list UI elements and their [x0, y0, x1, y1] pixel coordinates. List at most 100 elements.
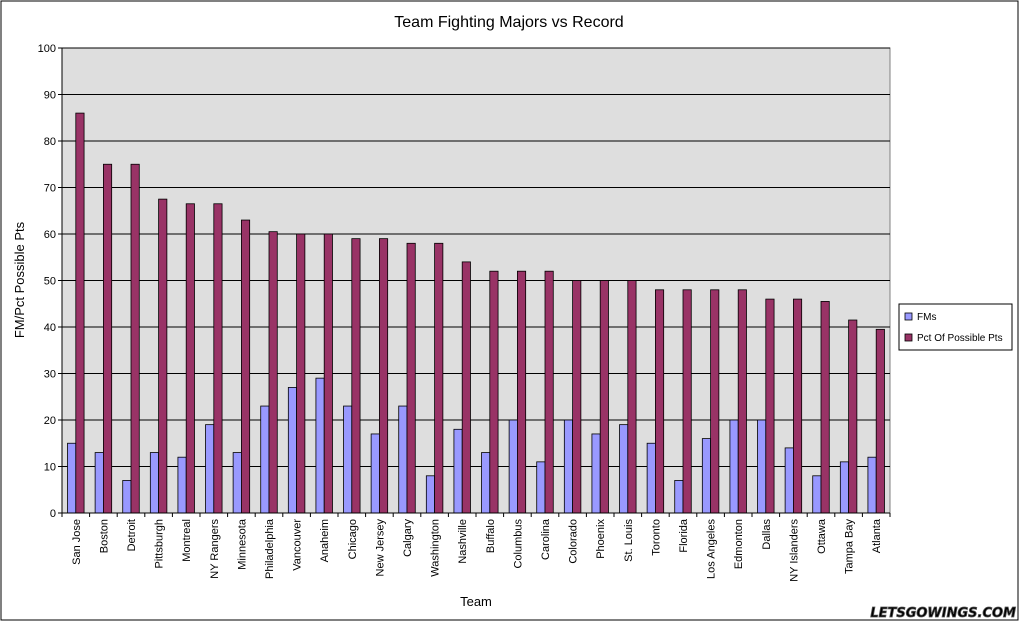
x-tick-label: St. Louis	[623, 519, 635, 562]
x-tick-label: Ottawa	[816, 518, 828, 554]
bar-fms	[370, 433, 380, 514]
bar-pct-possible-pts	[599, 280, 609, 514]
bar-pct-possible-pts	[103, 163, 113, 514]
bar-fms	[67, 442, 77, 514]
watermark-logo: LETSGOWINGS.COM	[870, 606, 1016, 621]
bar-pct-possible-pts	[185, 203, 195, 514]
bar-pct-possible-pts	[517, 270, 527, 514]
bar-fms	[674, 480, 684, 514]
x-axis-ticks: San Jose Boston Detroit Pittsburgh Montreal N…	[61, 513, 891, 582]
bar-fms	[481, 452, 491, 514]
bar-fms	[729, 419, 739, 514]
gridlines	[62, 47, 890, 467]
x-tick-label: Anaheim	[319, 519, 331, 562]
bar-fms	[425, 475, 436, 514]
bar-pct-possible-pts	[268, 231, 278, 514]
x-tick-label: Columbus	[512, 519, 524, 569]
y-tick-label: 80	[44, 136, 56, 148]
x-tick-label: Florida	[678, 518, 690, 553]
x-tick-label: Pittsburgh	[154, 519, 166, 569]
bar-pct-possible-pts	[655, 289, 665, 514]
bars	[67, 112, 885, 514]
x-tick-label: Philadelphia	[264, 518, 276, 579]
bar-fms	[839, 461, 850, 514]
bar-pct-possible-pts	[296, 233, 306, 514]
x-tick-label: New Jersey	[374, 519, 386, 577]
bar-fms	[315, 377, 325, 514]
bar-pct-possible-pts	[544, 270, 554, 514]
bar-pct-possible-pts	[213, 203, 223, 514]
bar-pct-possible-pts	[434, 242, 444, 514]
x-tick-label: Toronto	[650, 519, 662, 556]
bar-pct-possible-pts	[406, 242, 416, 514]
y-axis-ticks: 0 10 20 30 40 50 60 70 80 90 100	[38, 43, 62, 520]
bar-pct-possible-pts	[793, 298, 803, 514]
bar-pct-possible-pts	[158, 198, 168, 514]
y-tick-label: 60	[44, 229, 56, 241]
x-tick-label: Vancouver	[292, 519, 304, 571]
bar-fms	[508, 419, 518, 514]
y-tick-label: 70	[44, 183, 56, 195]
bar-pct-possible-pts	[820, 301, 830, 514]
bar-fms	[812, 475, 822, 514]
legend: FMs Pct Of Possible Pts	[898, 303, 1013, 351]
y-tick-label: 20	[44, 415, 56, 427]
x-tick-label: Detroit	[126, 519, 138, 551]
bar-fms	[260, 405, 270, 514]
x-tick-label: Chicago	[347, 519, 359, 559]
bar-pct-possible-pts	[489, 270, 499, 514]
y-tick-label: 10	[44, 462, 56, 474]
bar-fms	[646, 442, 656, 514]
bar-fms	[536, 461, 546, 514]
x-tick-label: Carolina	[540, 518, 552, 560]
bar-fms	[563, 419, 574, 514]
bar-pct-possible-pts	[875, 328, 885, 514]
x-tick-label: Boston	[98, 519, 110, 553]
bar-fms	[205, 424, 215, 514]
chart-title: Team Fighting Majors vs Record	[394, 14, 623, 31]
bar-pct-possible-pts	[323, 233, 333, 514]
x-tick-label: Tampa Bay	[844, 519, 856, 575]
bar-pct-possible-pts	[130, 163, 140, 514]
x-tick-label: Colorado	[568, 519, 580, 564]
x-tick-label: Phoenix	[595, 519, 607, 559]
bar-fms	[232, 452, 242, 514]
bar-fms	[701, 438, 712, 514]
x-tick-label: Montreal	[181, 519, 193, 562]
x-tick-label: NY Islanders	[788, 519, 800, 582]
y-tick-label: 50	[44, 276, 56, 288]
y-tick-label: 90	[44, 90, 56, 102]
x-tick-label: Minnesota	[236, 518, 248, 570]
x-tick-label: Buffalo	[485, 519, 497, 553]
bar-fms	[619, 424, 629, 514]
bar-fms	[867, 456, 877, 514]
y-tick-label: 30	[44, 369, 56, 381]
y-tick-label: 0	[50, 508, 56, 520]
bar-pct-possible-pts	[240, 219, 251, 514]
bar-pct-possible-pts	[75, 112, 85, 514]
x-tick-label: Atlanta	[871, 518, 883, 553]
legend-swatch-fms	[904, 312, 913, 321]
x-tick-label: NY Rangers	[209, 519, 221, 579]
bar-pct-possible-pts	[765, 298, 775, 514]
x-tick-label: Calgary	[402, 519, 414, 557]
bar-fms	[122, 480, 132, 514]
bar-pct-possible-pts	[378, 238, 389, 514]
bar-pct-possible-pts	[627, 280, 637, 514]
bar-pct-possible-pts	[461, 261, 471, 514]
bar-pct-possible-pts	[737, 289, 747, 514]
y-tick-label: 100	[38, 43, 56, 55]
bar-fms	[177, 456, 187, 514]
bar-fms	[343, 405, 353, 514]
bar-pct-possible-pts	[351, 238, 361, 514]
bar-fms	[149, 452, 160, 514]
x-tick-label: Nashville	[457, 519, 469, 564]
bar-pct-possible-pts	[572, 280, 582, 514]
bar-pct-possible-pts	[682, 289, 692, 514]
x-axis-label: Team	[460, 594, 492, 609]
legend-box	[898, 303, 1013, 351]
bar-fms	[784, 447, 794, 514]
legend-label-pct: Pct Of Possible Pts	[917, 333, 1003, 344]
